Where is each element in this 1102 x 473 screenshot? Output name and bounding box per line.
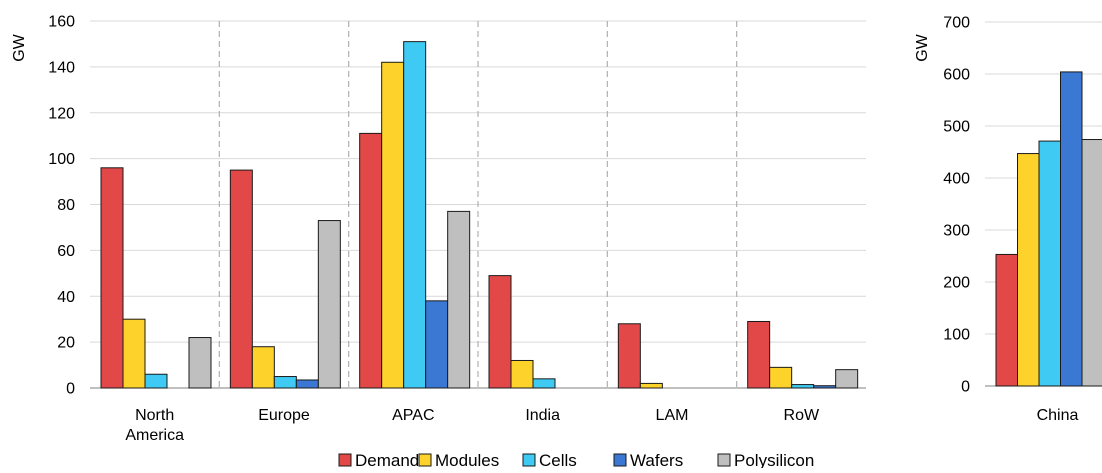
legend-label-cells: Cells bbox=[539, 451, 577, 468]
left-bar-cells-0 bbox=[144, 373, 168, 389]
right-chart: 0 100 200 300 400 500 600 700 GW China bbox=[914, 15, 1102, 424]
left-y-tick-label: 120 bbox=[48, 105, 75, 122]
left-category-label: India bbox=[525, 407, 560, 424]
legend-swatch-demand bbox=[338, 453, 352, 467]
right-category-label: China bbox=[1037, 407, 1079, 424]
left-category-label: North America bbox=[125, 407, 184, 444]
left-bar-demand-0 bbox=[100, 167, 124, 389]
left-bar-modules-3 bbox=[510, 359, 534, 389]
legend-label-modules: Modules bbox=[435, 451, 499, 468]
left-bar-polysilicon-1 bbox=[317, 220, 341, 389]
legend-swatch-modules bbox=[418, 453, 432, 467]
right-bar-polysilicon-0 bbox=[1081, 139, 1102, 387]
left-bar-demand-5 bbox=[747, 320, 771, 389]
right-bar-demand-0 bbox=[995, 253, 1018, 387]
left-y-tick-label: 140 bbox=[48, 59, 75, 76]
left-category-label: APAC bbox=[392, 407, 434, 424]
left-bar-wafers-1 bbox=[295, 379, 319, 389]
left-y-axis-label: GW bbox=[11, 33, 28, 61]
left-category-label: LAM bbox=[656, 407, 689, 424]
left-bar-polysilicon-2 bbox=[447, 210, 471, 389]
left-y-tick-label: 60 bbox=[57, 243, 75, 260]
left-bar-demand-2 bbox=[359, 132, 383, 389]
legend-label-demand: Demand bbox=[355, 451, 419, 468]
left-y-tick-label: 80 bbox=[57, 197, 75, 214]
right-bar-modules-0 bbox=[1017, 153, 1040, 387]
left-y-tick-label: 20 bbox=[57, 335, 75, 352]
left-bar-demand-1 bbox=[229, 169, 253, 389]
left-bar-cells-5 bbox=[791, 384, 815, 389]
left-bar-cells-2 bbox=[403, 41, 427, 389]
legend: Demand Modules Cells Wafers Polysilicon bbox=[338, 451, 814, 470]
legend-label-wafers: Wafers bbox=[630, 451, 683, 468]
left-bar-modules-4 bbox=[639, 382, 663, 389]
right-bar-cells-0 bbox=[1038, 140, 1061, 387]
left-y-tick-label: 100 bbox=[48, 151, 75, 168]
left-bar-modules-1 bbox=[251, 346, 275, 389]
right-y-tick-label: 500 bbox=[943, 119, 970, 136]
left-bar-cells-3 bbox=[532, 378, 556, 389]
left-category-label: Europe bbox=[258, 407, 310, 424]
left-y-tick-label: 0 bbox=[66, 381, 75, 398]
left-bar-wafers-2 bbox=[425, 300, 449, 389]
left-bar-modules-0 bbox=[122, 318, 146, 389]
left-bar-modules-5 bbox=[769, 366, 793, 389]
legend-swatch-cells bbox=[522, 453, 536, 467]
right-y-tick-label: 600 bbox=[943, 67, 970, 84]
left-bar-modules-2 bbox=[381, 61, 405, 389]
right-y-tick-label: 400 bbox=[943, 171, 970, 188]
right-y-tick-label: 700 bbox=[943, 15, 970, 32]
left-bar-demand-4 bbox=[617, 323, 641, 389]
right-y-tick-label: 200 bbox=[943, 275, 970, 292]
left-y-tick-label: 40 bbox=[57, 289, 75, 306]
left-bar-cells-1 bbox=[273, 376, 297, 389]
right-y-tick-label: 0 bbox=[961, 379, 970, 396]
left-y-tick-label: 160 bbox=[48, 14, 75, 31]
legend-swatch-wafers bbox=[613, 453, 627, 467]
legend-swatch-polysilicon bbox=[717, 453, 731, 467]
right-y-axis-label: GW bbox=[914, 33, 931, 61]
left-bar-wafers-5 bbox=[813, 385, 837, 389]
left-bar-polysilicon-5 bbox=[835, 369, 859, 389]
left-bar-demand-3 bbox=[488, 275, 512, 389]
left-bar-polysilicon-0 bbox=[188, 337, 212, 389]
right-y-tick-label: 100 bbox=[943, 327, 970, 344]
left-category-label: RoW bbox=[784, 407, 820, 424]
left-chart: 0 20 40 60 80 100 120 140 160 GW North America Europ… bbox=[11, 14, 866, 444]
right-bar-wafers-0 bbox=[1060, 71, 1083, 387]
legend-label-polysilicon: Polysilicon bbox=[734, 451, 814, 468]
right-y-tick-label: 300 bbox=[943, 223, 970, 240]
